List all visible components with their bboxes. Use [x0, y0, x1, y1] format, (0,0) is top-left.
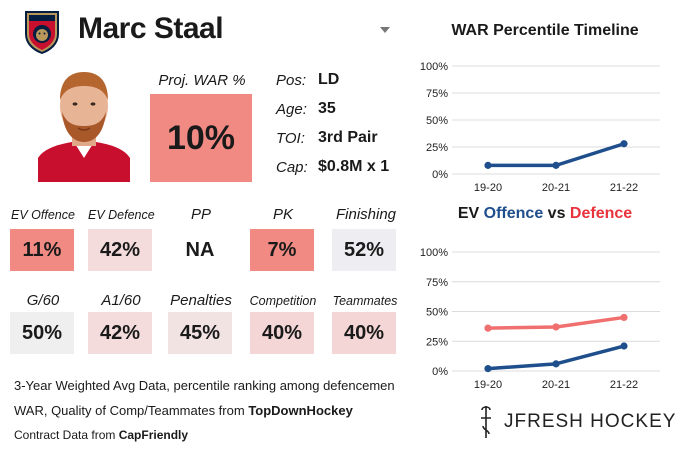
brand-logo-icon: [481, 406, 491, 438]
chart1-ytick-0: 0%: [432, 169, 448, 181]
chart2-xtick-2: 21-22: [610, 379, 638, 391]
stat-value-competition: 40%: [250, 312, 314, 354]
chart2-xtick-0: 19-20: [474, 379, 502, 391]
chart-2-title-vs: vs: [543, 205, 570, 222]
chart1-ytick-2: 50%: [426, 115, 448, 127]
chart2-ytick-0: 0%: [432, 366, 448, 378]
info-value-pos: LD: [318, 71, 340, 88]
stat-label-penalties: Penalties: [170, 292, 232, 309]
stat-value-pk: 7%: [250, 229, 314, 271]
stat-label-pk: PK: [272, 206, 293, 223]
footnote-war-source: WAR, Quality of Comp/Teammates from TopD…: [14, 403, 353, 418]
chart2-series-0-point-2: [620, 342, 628, 350]
chart1-xtick-0: 19-20: [474, 182, 502, 194]
chart2-series-1-point-0: [484, 324, 492, 332]
stat-value-g60: 50%: [10, 312, 74, 354]
chart-2-title-part-ev: EV: [457, 205, 484, 222]
chart-2-title-offence: Offence: [483, 205, 544, 222]
chart1-ytick-3: 75%: [426, 88, 448, 100]
stat-value-penalties: 45%: [168, 312, 232, 354]
chart1-xtick-1: 20-21: [542, 182, 570, 194]
chart1-ytick-1: 25%: [426, 142, 448, 154]
footnote-data-method: 3-Year Weighted Avg Data, percentile ran…: [14, 378, 395, 393]
footnote-contract-source: Contract Data from CapFriendly: [14, 428, 188, 442]
chart1-series-0-point-1: [552, 161, 560, 169]
brand-name: JFRESH HOCKEY: [504, 411, 677, 432]
chart2-ytick-1: 25%: [426, 336, 448, 348]
info-value-age: 35: [318, 100, 336, 117]
chart-1-title: WAR Percentile Timeline: [451, 22, 639, 39]
player-dropdown-chevron-icon[interactable]: [380, 27, 390, 33]
proj-war-label: Proj. WAR %: [158, 72, 246, 89]
war-percentile-chart: 0% 25% 50% 75% 100% 19-20 20-21 21-22: [420, 61, 660, 194]
footnote-war-source-name: TopDownHockey: [248, 403, 353, 418]
stat-value-a160: 42%: [88, 312, 152, 354]
team-logo: [22, 10, 62, 55]
info-label-age: Age:: [276, 101, 307, 118]
stat-label-a160: A1/60: [101, 292, 141, 309]
chart1-ytick-4: 100%: [420, 61, 448, 73]
stat-value-ev-defence: 42%: [88, 229, 152, 271]
chart1-series-0-point-0: [484, 161, 492, 169]
player-headshot: [38, 66, 130, 182]
stat-value-teammates: 40%: [332, 312, 396, 354]
chart-2-title-defence: Defence: [569, 205, 633, 222]
chart2-series-0-point-0: [484, 365, 492, 373]
chart2-series-0-point-1: [552, 360, 560, 368]
stat-label-finishing: Finishing: [335, 206, 397, 223]
stat-label-pp: PP: [190, 206, 211, 223]
chart2-series-1-point-1: [552, 323, 560, 331]
footnote-contract-prefix: Contract Data from: [14, 428, 119, 442]
info-label-toi: TOI:: [276, 130, 305, 147]
footnote-contract-source-name: CapFriendly: [118, 428, 189, 442]
proj-war-value: 10%: [150, 94, 252, 182]
stat-label-competition: Competition: [249, 294, 317, 308]
stat-label-ev-defence: EV Defence: [88, 208, 155, 222]
stat-value-finishing: 52%: [332, 229, 396, 271]
chart2-series-1-point-2: [620, 313, 628, 322]
info-label-cap: Cap:: [276, 159, 308, 176]
brand: JFRESH HOCKEY: [478, 404, 676, 440]
chart1-series-0-point-2: [620, 140, 628, 148]
info-label-pos: Pos:: [276, 72, 307, 89]
chart2-ytick-2: 50%: [426, 307, 448, 319]
player-name: Marc Staal: [78, 12, 224, 45]
chart2-xtick-1: 20-21: [542, 379, 570, 391]
stat-label-g60: G/60: [26, 292, 60, 309]
chart1-xtick-2: 21-22: [610, 182, 638, 194]
info-value-cap: $0.8M x 1: [318, 158, 390, 175]
stat-label-teammates: Teammates: [332, 294, 398, 308]
stat-label-ev-offence: EV Offence: [11, 208, 75, 222]
stat-value-ev-offence: 11%: [10, 229, 74, 271]
chart-2-title: EV Offence vs Defence: [420, 205, 670, 223]
stat-value-pp: NA: [168, 229, 232, 271]
chart2-ytick-4: 100%: [420, 247, 448, 259]
footnote-war-prefix: WAR, Quality of Comp/Teammates from: [14, 403, 249, 418]
ev-offence-defence-chart: 0% 25% 50% 75% 100% 19-20 20-21 21-22: [420, 247, 660, 391]
info-value-toi: 3rd Pair: [318, 129, 378, 146]
chart2-ytick-3: 75%: [426, 277, 448, 289]
